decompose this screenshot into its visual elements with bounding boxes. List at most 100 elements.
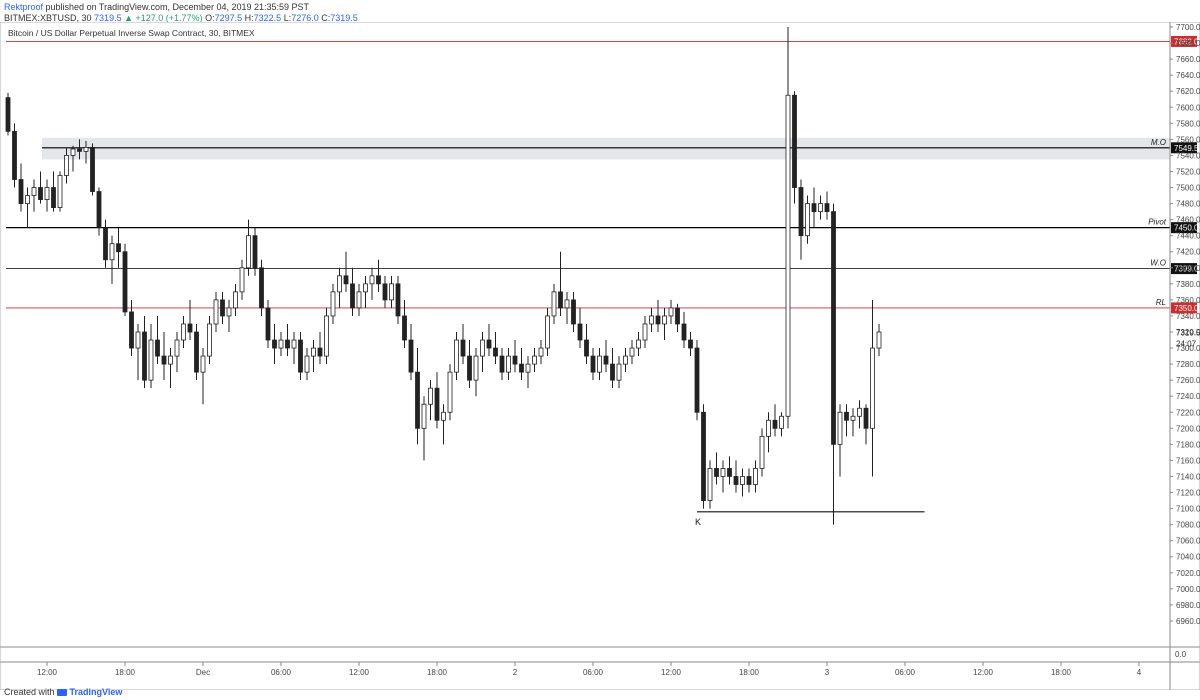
x-tick-label: 18:00 bbox=[115, 668, 136, 677]
y-tick-label: 7100.0 bbox=[1176, 505, 1200, 514]
level-price-tag-text: 7450.0 bbox=[1174, 224, 1199, 233]
candle-body bbox=[350, 283, 355, 309]
candle-body bbox=[577, 323, 583, 341]
x-tick-label: 12:00 bbox=[349, 668, 370, 677]
level-price-tag-text: 7682.0 bbox=[1174, 37, 1199, 46]
candle-body bbox=[51, 187, 56, 208]
y-tick-label: 7520.0 bbox=[1176, 167, 1200, 176]
y-tick-label: 7220.0 bbox=[1176, 408, 1200, 417]
candle-body bbox=[467, 355, 472, 381]
candle-body bbox=[759, 435, 765, 469]
candle-body bbox=[863, 407, 869, 429]
tradingview-brand-link[interactable]: TradingView bbox=[69, 687, 123, 697]
candle-body bbox=[811, 203, 817, 213]
y-tick-label: 7540.0 bbox=[1176, 151, 1200, 160]
close-label: C: bbox=[321, 13, 331, 23]
candle-body bbox=[818, 203, 823, 213]
candle-body bbox=[746, 476, 752, 485]
author-link[interactable]: Rektproof bbox=[4, 2, 44, 12]
candle-body bbox=[688, 339, 693, 349]
y-tick-label: 7580.0 bbox=[1176, 119, 1200, 128]
candle-body bbox=[584, 339, 589, 357]
candle-body bbox=[376, 275, 381, 285]
candle-body bbox=[681, 323, 687, 341]
candle-body bbox=[779, 415, 784, 429]
candle-body bbox=[824, 203, 830, 213]
annotation-layer: K bbox=[695, 511, 925, 527]
candle-body bbox=[649, 315, 654, 325]
candle-body bbox=[421, 403, 427, 429]
candle-body bbox=[252, 235, 258, 269]
candle-body bbox=[558, 291, 563, 309]
candle-body bbox=[525, 363, 531, 373]
y-tick-label: 7660.0 bbox=[1176, 55, 1200, 64]
candle-body bbox=[493, 347, 498, 357]
candle-body bbox=[642, 323, 648, 341]
candle-body bbox=[311, 347, 316, 357]
level-price-tag bbox=[1171, 142, 1197, 154]
y-tick-label: 7000.0 bbox=[1176, 585, 1200, 594]
candle-body bbox=[785, 94, 791, 417]
candle-body bbox=[714, 468, 719, 477]
level-price-tag bbox=[1171, 263, 1197, 275]
candle-body bbox=[831, 211, 836, 445]
candle-body bbox=[77, 148, 82, 152]
y-tick-label: 7260.0 bbox=[1176, 376, 1200, 385]
y-tick-label: 7240.0 bbox=[1176, 392, 1200, 401]
candlestick-chart[interactable]: 7682.0 M.O 7549.5 Pivot 7450.0 W.O 7399.0 RL 735… bbox=[0, 21, 1200, 691]
candle-body bbox=[18, 179, 24, 204]
candle-body bbox=[337, 275, 342, 293]
candle-body bbox=[616, 363, 622, 381]
candle-body bbox=[447, 371, 453, 413]
y-tick-label: 7360.0 bbox=[1176, 296, 1200, 305]
candle-body bbox=[415, 371, 420, 429]
candle-body bbox=[707, 468, 713, 501]
candle-body bbox=[83, 146, 89, 152]
open-value: 7297.5 bbox=[214, 13, 243, 23]
y-tick-label: 7020.0 bbox=[1176, 569, 1200, 578]
candle-body bbox=[298, 339, 303, 373]
candle-body bbox=[259, 267, 264, 309]
x-tick-label: 12:00 bbox=[37, 668, 58, 677]
candle-body bbox=[434, 387, 440, 421]
candle-body bbox=[486, 339, 492, 349]
y-tick-label: 7340.0 bbox=[1176, 312, 1200, 321]
candle-body bbox=[213, 299, 219, 325]
x-tick-label: Dec bbox=[196, 668, 210, 677]
x-tick-label: 12:00 bbox=[661, 668, 682, 677]
candle-body bbox=[473, 355, 479, 381]
candle-body bbox=[239, 267, 245, 293]
y-tick-label: 7380.0 bbox=[1176, 280, 1200, 289]
x-tick-label: 3 bbox=[825, 668, 830, 677]
candle-body bbox=[44, 187, 50, 200]
candle-body bbox=[194, 331, 199, 373]
candle-body bbox=[330, 291, 336, 317]
candle-body bbox=[356, 291, 362, 309]
candle-body bbox=[629, 347, 635, 357]
candle-body bbox=[499, 355, 505, 373]
level-price-tag bbox=[1171, 302, 1197, 314]
candle-body bbox=[701, 411, 706, 501]
high-label: H: bbox=[244, 13, 254, 23]
candle-body bbox=[109, 243, 115, 261]
candle-body bbox=[38, 187, 43, 200]
candle-body bbox=[90, 146, 95, 192]
candle-body bbox=[532, 355, 537, 365]
chart-frame[interactable]: 7682.0 M.O 7549.5 Pivot 7450.0 W.O 7399.0 RL 735… bbox=[0, 21, 1200, 691]
candle-body bbox=[636, 339, 641, 349]
candle-body bbox=[317, 347, 323, 357]
countdown-label: 24:07 bbox=[1176, 339, 1197, 348]
candle-body bbox=[343, 275, 349, 285]
y-tick-label: 7400.0 bbox=[1176, 264, 1200, 273]
candle-body bbox=[753, 468, 758, 485]
candle-body bbox=[291, 339, 297, 349]
candle-body bbox=[694, 347, 700, 413]
candle-body bbox=[369, 275, 375, 285]
candle-body bbox=[116, 243, 121, 253]
low-label: L: bbox=[283, 13, 292, 23]
y-tick-label: 7320.0 bbox=[1176, 328, 1200, 337]
level-price-tag-text: 7549.5 bbox=[1174, 144, 1199, 153]
candle-body bbox=[31, 187, 37, 196]
y-tick-label: 7680.0 bbox=[1176, 39, 1200, 48]
y-tick-label: 7140.0 bbox=[1176, 472, 1200, 481]
